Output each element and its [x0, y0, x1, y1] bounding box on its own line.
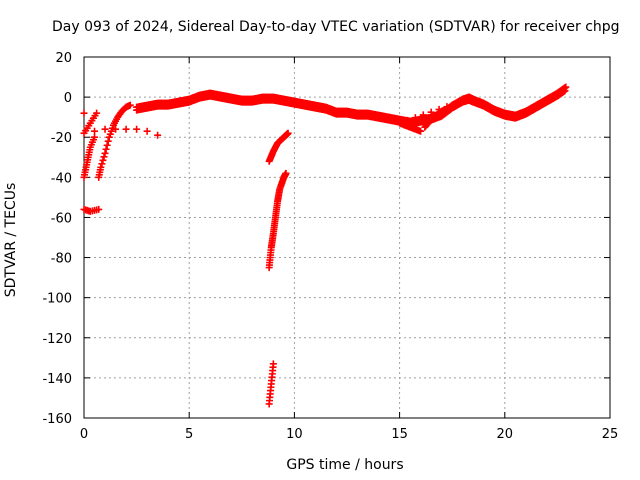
data-point-early-arcs — [102, 145, 110, 153]
chart-title: Day 093 of 2024, Sidereal Day-to-day VTE… — [52, 19, 620, 35]
data-point-late-arcs — [417, 127, 425, 135]
y-tick-label: -60 — [51, 211, 72, 226]
data-point-early-arcs — [103, 141, 111, 149]
y-tick-label: 20 — [55, 51, 72, 66]
y-axis-label-wrap: SDTVAR / TECUs — [3, 0, 23, 480]
data-point-dip-upper — [284, 129, 292, 137]
data-point-main-trend — [562, 83, 570, 91]
data-point-early-arcs — [125, 102, 133, 110]
data-point-outliers — [269, 363, 277, 371]
data-point-outliers — [268, 373, 276, 381]
data-point-early-arcs — [98, 160, 106, 168]
data-point-early-arcs — [112, 125, 120, 133]
data-points — [80, 83, 570, 408]
data-point-early-arcs — [96, 166, 104, 174]
data-point-early-arcs — [108, 124, 116, 132]
data-point-outliers — [267, 383, 275, 391]
data-point-early-arcs — [104, 137, 112, 145]
y-tick-label: -40 — [51, 171, 72, 186]
y-tick-label: -120 — [42, 332, 72, 347]
data-point-early-arcs — [93, 206, 101, 214]
data-point-early-arcs — [113, 115, 121, 123]
data-point-early-arcs — [86, 146, 94, 154]
data-point-late-arcs — [419, 111, 427, 119]
data-point-early-arcs — [143, 127, 151, 135]
x-tick-label: 0 — [80, 427, 88, 442]
data-point-main-trend — [561, 87, 569, 95]
data-point-early-arcs — [116, 110, 124, 118]
y-tick-label: -20 — [51, 131, 72, 146]
data-point-late-arcs — [443, 103, 451, 111]
axis-ticks: 0 5 10 15 20 25 20 0 -20 -40 -60 -80 -100 -120 -140 -16… — [42, 51, 618, 442]
data-point-early-arcs — [99, 156, 107, 164]
y-axis-label: SDTVAR / TECUs — [3, 182, 19, 298]
x-tick-label: 10 — [286, 427, 303, 442]
data-point-early-arcs — [133, 125, 141, 133]
x-axis-label: GPS time / hours — [286, 457, 404, 473]
data-point-early-arcs — [101, 149, 109, 157]
data-point-late-arcs — [435, 105, 443, 113]
data-point-outliers — [266, 393, 274, 401]
data-point-early-arcs — [122, 125, 130, 133]
data-point-late-arcs — [459, 97, 467, 105]
x-tick-label: 25 — [602, 427, 619, 442]
data-point-early-arcs — [154, 131, 162, 139]
y-tick-label: -160 — [42, 412, 72, 427]
data-point-early-arcs — [84, 156, 92, 164]
y-tick-label: -140 — [42, 372, 72, 387]
data-point-early-arcs — [80, 109, 88, 117]
x-tick-label: 5 — [185, 427, 193, 442]
y-tick-label: -100 — [42, 292, 72, 307]
data-point-dip-arc — [282, 169, 290, 177]
plot-frame — [83, 56, 611, 419]
data-point-early-arcs — [85, 122, 93, 130]
y-tick-label: -80 — [51, 252, 72, 267]
data-point-early-arcs — [101, 125, 109, 133]
x-tick-label: 15 — [391, 427, 408, 442]
data-point-early-arcs — [82, 166, 90, 174]
data-point-late-arcs — [451, 100, 459, 108]
y-tick-label: 0 — [64, 91, 72, 106]
data-point-late-arcs — [427, 108, 435, 116]
x-tick-label: 20 — [497, 427, 514, 442]
data-point-late-arcs — [411, 114, 419, 122]
data-point-early-arcs — [89, 136, 97, 144]
data-point-early-arcs — [100, 153, 108, 161]
data-point-early-arcs — [91, 127, 99, 135]
data-point-early-arcs — [91, 112, 99, 120]
